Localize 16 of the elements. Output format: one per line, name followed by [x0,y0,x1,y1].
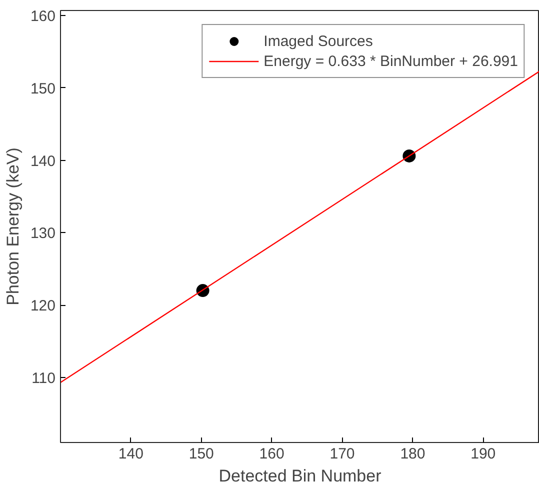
x-tick-label: 170 [330,446,355,462]
y-axis-title: Photon Energy (keV) [3,148,22,306]
x-tick-label: 190 [470,446,496,462]
x-tick-label: 150 [188,446,214,462]
x-tick-label: 160 [259,446,284,462]
y-tick-label: 120 [30,298,56,315]
x-tick-label: 140 [118,446,144,462]
y-tick-label: 110 [32,370,56,387]
y-tick-label: 160 [30,8,56,26]
legend-label: Imaged Sources [264,32,373,50]
y-tick-label: 150 [30,80,56,98]
y-tick-label: 130 [30,225,56,242]
x-tick-label: 180 [400,446,426,462]
x-axis-title: Detected Bin Number [218,466,382,486]
legend-label: Energy = 0.633 * BinNumber + 26.991 [264,52,518,70]
y-tick-label: 140 [30,152,56,170]
